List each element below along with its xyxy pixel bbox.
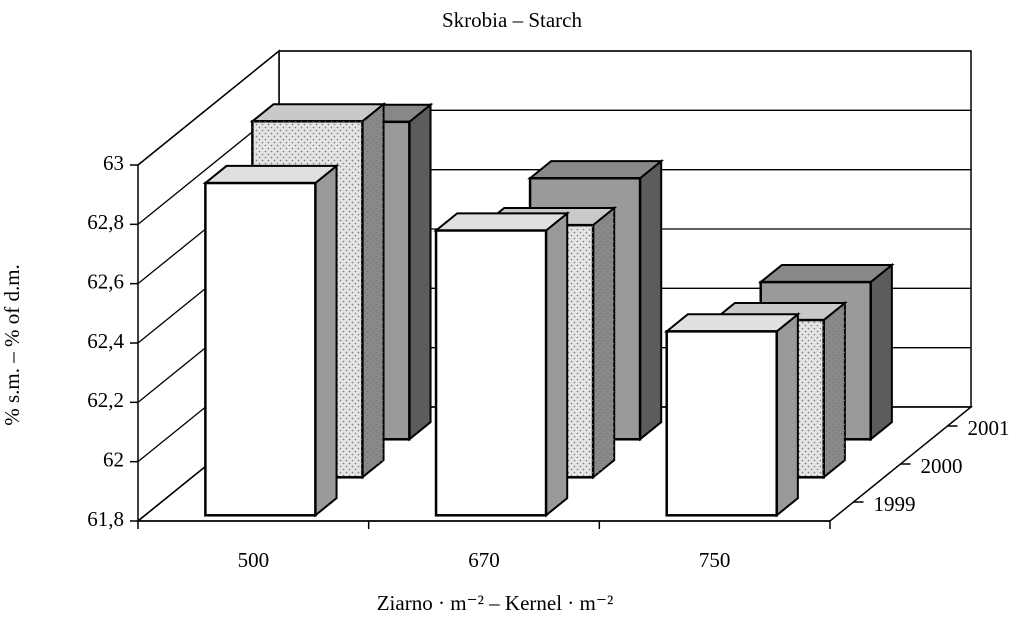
- y-axis-label: % s.m. – % of d.m.: [0, 264, 24, 426]
- bar-top: [433, 212, 571, 232]
- legend-label: 1999: [874, 492, 916, 516]
- y-tick-label: 62,2: [87, 388, 124, 412]
- bar: [204, 181, 317, 517]
- bar-side-texture: [823, 302, 845, 478]
- bar-side: [775, 312, 799, 518]
- bar-side: [408, 102, 432, 442]
- bar: [434, 229, 548, 517]
- x-tick-label: 500: [238, 548, 270, 572]
- bar-side: [314, 163, 338, 518]
- bar: [665, 330, 778, 517]
- grid-line: [137, 50, 971, 166]
- bar-side: [545, 211, 569, 518]
- x-axis-label: Ziarno · m⁻² – Kernel · m⁻²: [377, 591, 614, 615]
- bar-side-texture: [593, 208, 615, 478]
- bar-side: [869, 262, 893, 442]
- y-tick-label: 61,8: [87, 507, 124, 531]
- bar-top: [202, 164, 340, 185]
- chart-title: Skrobia – Starch: [442, 8, 582, 32]
- bar-side-texture: [362, 104, 384, 478]
- y-tick-label: 63: [103, 151, 124, 175]
- bar-top: [249, 103, 387, 123]
- legend-label: 2001: [968, 416, 1010, 440]
- y-tick-label: 62,6: [87, 269, 124, 293]
- bar-top: [527, 160, 665, 180]
- x-tick-label: 670: [468, 548, 500, 572]
- bar-top: [757, 263, 895, 284]
- y-tick-label: 62,4: [87, 329, 124, 353]
- bar-side: [639, 159, 663, 442]
- y-tick-label: 62,8: [87, 210, 124, 234]
- bar-top: [663, 313, 801, 333]
- legend-label: 2000: [921, 454, 963, 478]
- y-tick-label: 62: [103, 447, 124, 471]
- x-tick-label: 750: [699, 548, 731, 572]
